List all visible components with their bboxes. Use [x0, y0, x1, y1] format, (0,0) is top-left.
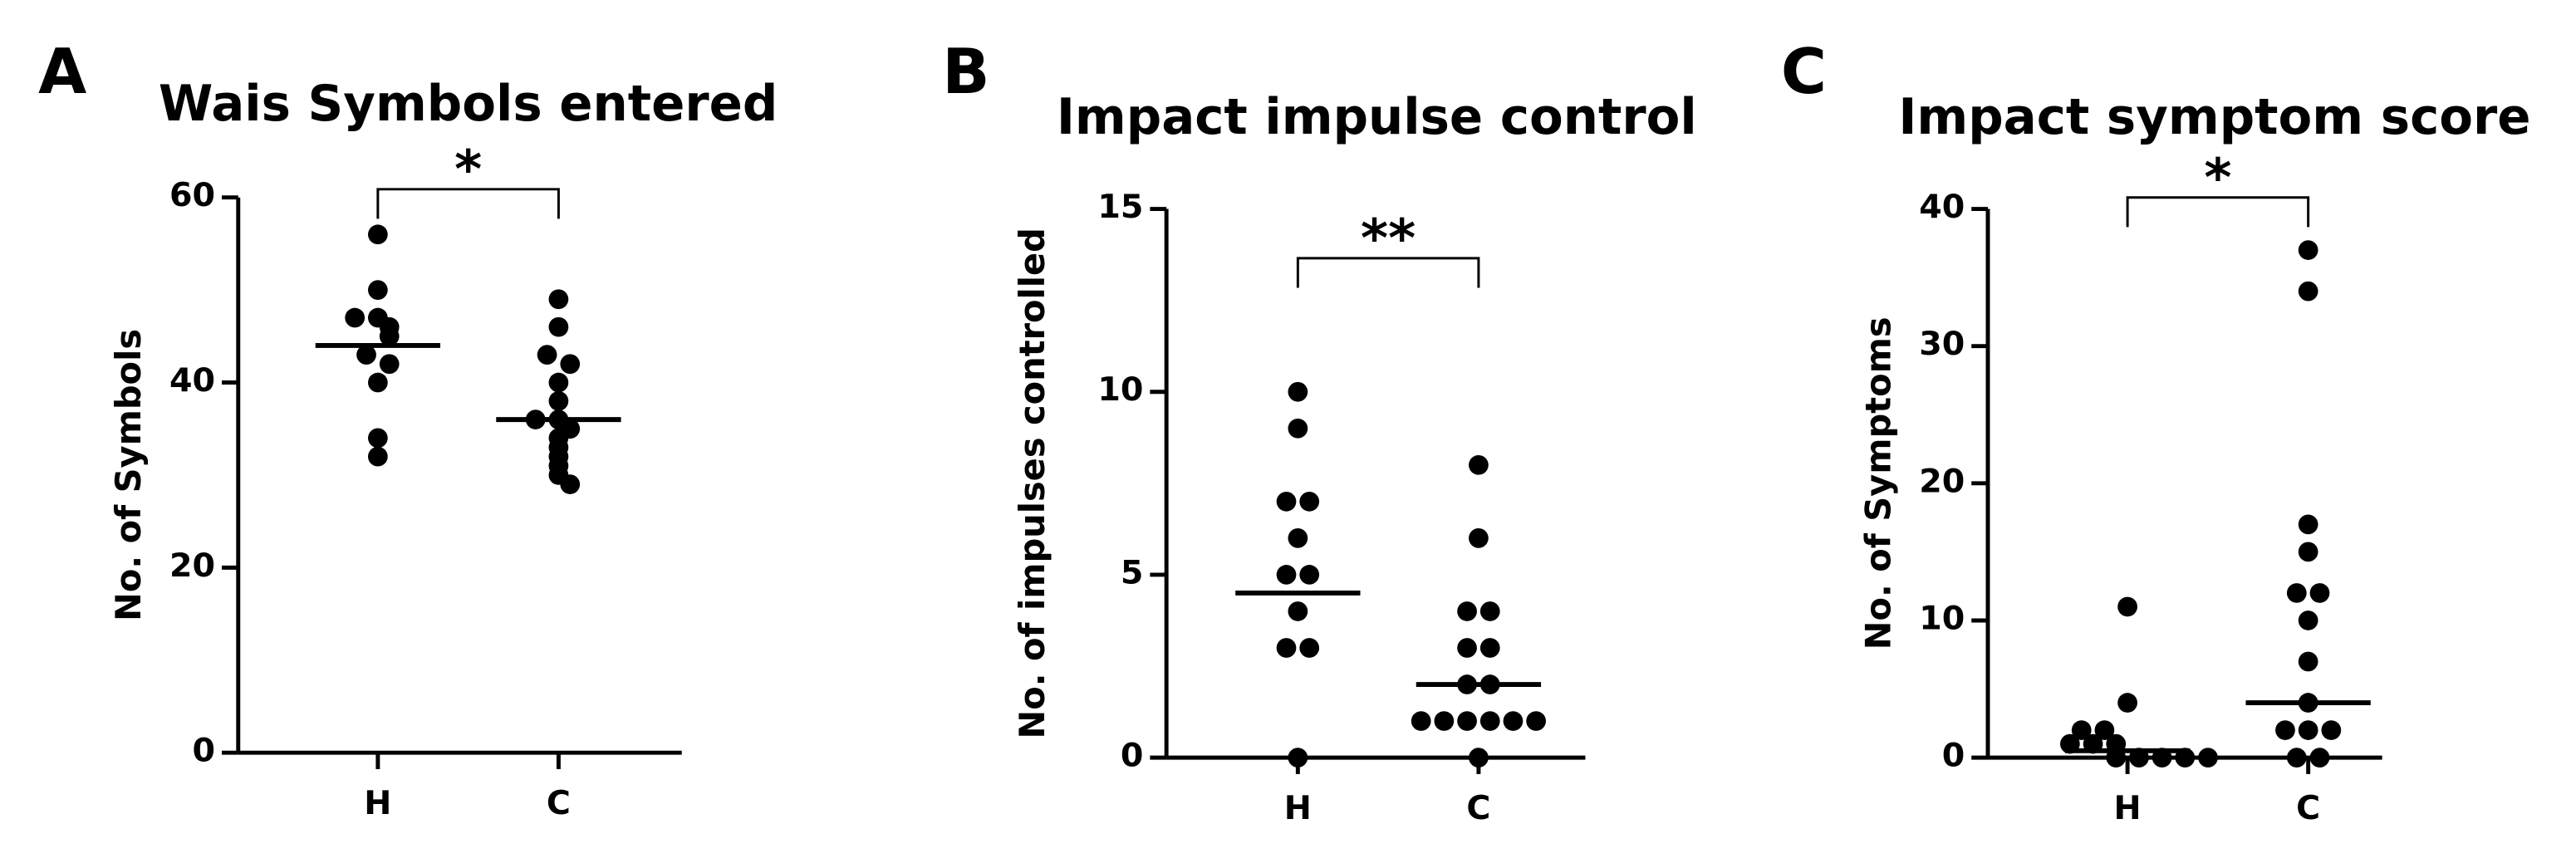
y-axis-label: No. of Symbols: [108, 329, 149, 621]
y-tick-label: 40: [169, 361, 215, 400]
data-point: [1288, 601, 1308, 621]
data-point: [1457, 601, 1477, 621]
data-point: [1457, 638, 1477, 658]
data-point: [1288, 381, 1308, 402]
y-axis-label: No. of Symptoms: [1857, 316, 1898, 650]
x-tick-label: C: [547, 784, 571, 822]
data-point: [1479, 638, 1500, 658]
data-point: [2298, 720, 2318, 740]
data-point: [1434, 711, 1455, 731]
data-point: [2298, 651, 2318, 672]
data-point: [1299, 491, 1320, 512]
panel-label: C: [1781, 35, 1827, 108]
panel-label: A: [38, 35, 86, 108]
data-point: [2298, 281, 2318, 302]
y-tick-label: 60: [169, 176, 215, 214]
data-point: [2298, 514, 2318, 535]
panel-label: B: [942, 35, 989, 108]
data-point: [2071, 720, 2092, 740]
data-point: [2117, 693, 2137, 713]
data-point: [368, 372, 388, 393]
y-tick-label: 15: [1097, 188, 1143, 226]
significance-bracket: [1296, 257, 1480, 288]
x-tick-label: H: [364, 784, 391, 822]
data-point: [1411, 711, 1431, 731]
x-tick-label: H: [1284, 789, 1312, 827]
data-point: [379, 354, 400, 375]
x-tick-label: C: [1466, 789, 1490, 827]
y-tick-label: 20: [1919, 462, 1965, 500]
data-point: [2286, 583, 2307, 603]
data-point: [2298, 240, 2318, 260]
data-point: [548, 316, 569, 337]
data-point: [1276, 491, 1297, 512]
data-point: [1288, 418, 1308, 439]
data-point: [1276, 565, 1297, 585]
significance-label: *: [2204, 147, 2231, 208]
data-point: [368, 224, 388, 245]
data-point: [2286, 748, 2307, 767]
data-point: [2275, 720, 2295, 740]
y-tick-label: 0: [193, 732, 216, 770]
data-point: [1457, 711, 1477, 731]
data-point: [379, 326, 400, 346]
y-axis-label: No. of impulses controlled: [1012, 228, 1052, 738]
data-point: [1503, 711, 1524, 731]
y-tick-label: 10: [1097, 370, 1143, 409]
x-tick-label: C: [2296, 789, 2320, 827]
y-tick-label: 10: [1919, 599, 1965, 637]
data-point: [2309, 583, 2330, 603]
y-tick-label: 0: [1121, 737, 1144, 775]
data-point: [2298, 611, 2318, 630]
significance-bracket: [376, 188, 560, 219]
chart-title: Impact impulse control: [1057, 88, 1697, 145]
data-point: [1479, 711, 1500, 731]
data-point: [1479, 601, 1500, 621]
data-point: [1469, 528, 1489, 548]
data-point: [548, 372, 569, 393]
data-point: [345, 307, 366, 328]
data-point: [2117, 596, 2137, 617]
data-point: [2094, 720, 2115, 740]
data-point: [1469, 454, 1489, 475]
data-point: [1469, 748, 1489, 767]
data-point: [2309, 748, 2330, 767]
significance-label: *: [454, 139, 482, 200]
data-point: [1526, 711, 1546, 731]
data-point: [2321, 720, 2342, 740]
y-tick-label: 20: [169, 547, 215, 585]
significance-bracket: [2126, 196, 2310, 228]
data-point: [2198, 748, 2218, 767]
data-point: [368, 446, 388, 467]
data-point: [1288, 528, 1308, 548]
data-point: [560, 474, 581, 494]
data-point: [368, 428, 388, 449]
significance-label: **: [1361, 208, 1416, 269]
data-point: [356, 345, 376, 365]
y-tick-label: 0: [1942, 737, 1965, 775]
chart-title: Wais Symbols entered: [159, 75, 778, 132]
data-point: [368, 280, 388, 300]
data-point: [2298, 542, 2318, 562]
data-point: [537, 345, 557, 365]
data-point: [1299, 638, 1320, 658]
data-point: [548, 289, 569, 310]
data-point: [1299, 565, 1320, 585]
x-tick-label: H: [2114, 789, 2142, 827]
y-tick-label: 40: [1919, 188, 1965, 226]
y-tick-label: 30: [1919, 325, 1965, 363]
data-point: [560, 354, 581, 375]
data-point: [1276, 638, 1297, 658]
data-point: [1288, 748, 1308, 767]
chart-title: Impact symptom score: [1898, 88, 2530, 145]
y-tick-label: 5: [1121, 553, 1144, 591]
data-point: [548, 390, 569, 411]
